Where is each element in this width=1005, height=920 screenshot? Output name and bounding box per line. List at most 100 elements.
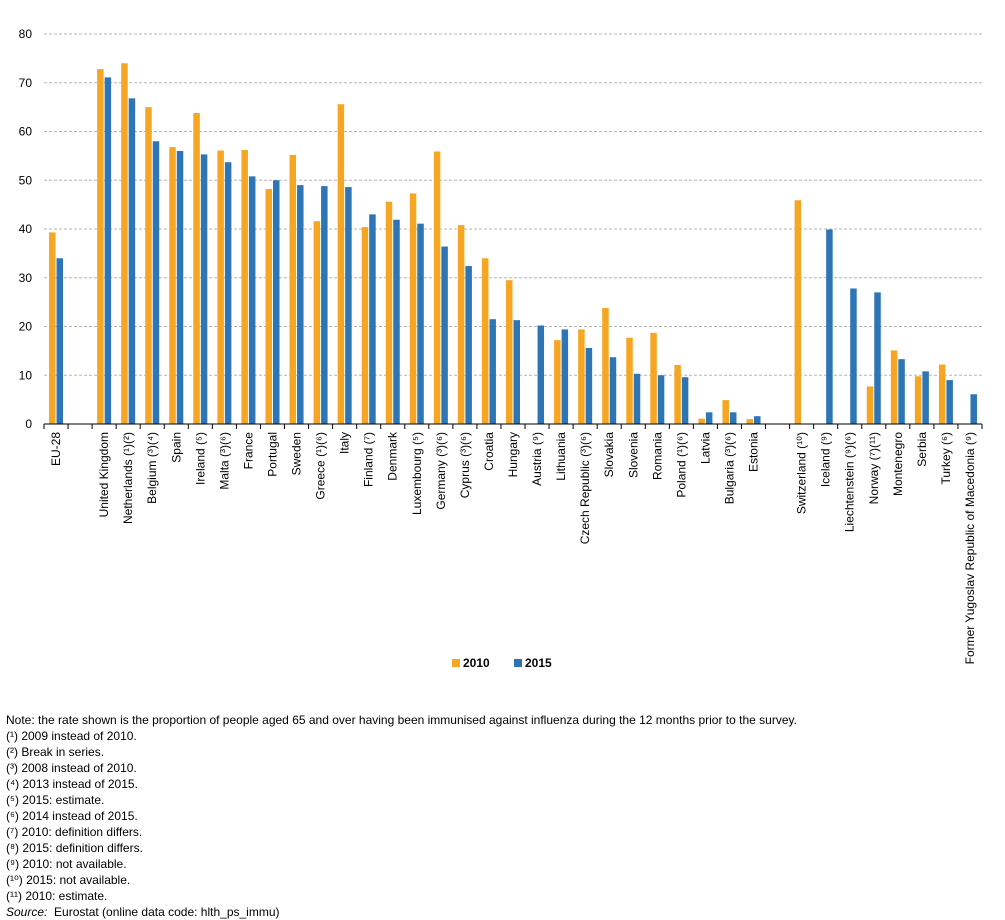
bar-2010 bbox=[313, 221, 321, 424]
x-tick-label: Switzerland (¹⁰) bbox=[795, 432, 809, 514]
bar-2015 bbox=[128, 98, 136, 424]
bar-2015 bbox=[345, 187, 352, 424]
bar-2015 bbox=[609, 357, 617, 424]
x-tick-label: Czech Republic (³)(⁶) bbox=[578, 432, 592, 544]
source-text: Eurostat (online data code: hlth_ps_immu… bbox=[54, 905, 280, 919]
legend-label-2015: 2015 bbox=[525, 656, 552, 670]
source-line: Source: Eurostat (online data code: hlth… bbox=[6, 904, 797, 920]
bar-2010 bbox=[698, 418, 705, 424]
bar-2010 bbox=[193, 112, 200, 424]
bar-2015 bbox=[826, 229, 833, 424]
bar-2015 bbox=[441, 246, 448, 424]
x-tick-label: Turkey (⁶) bbox=[939, 432, 953, 485]
bar-2010 bbox=[938, 364, 946, 424]
footnote-7: (⁷) 2010: definition differs. bbox=[6, 825, 143, 839]
bar-2015 bbox=[513, 320, 520, 424]
bar-2010 bbox=[121, 63, 128, 424]
x-tick-label: Slovenia bbox=[626, 432, 640, 478]
x-tick-label: Austria (⁹) bbox=[530, 432, 544, 486]
bar-2010 bbox=[385, 201, 393, 424]
bar-2010 bbox=[746, 419, 754, 425]
bar-2015 bbox=[104, 77, 112, 424]
bar-2010 bbox=[241, 150, 248, 424]
footnote-3: (³) 2008 instead of 2010. bbox=[6, 761, 137, 775]
chart-bars bbox=[49, 63, 977, 425]
bar-2010 bbox=[97, 69, 104, 424]
bar-2015 bbox=[850, 288, 857, 424]
bar-2015 bbox=[152, 141, 160, 424]
bar-2010 bbox=[506, 280, 513, 424]
bar-2015 bbox=[681, 377, 689, 424]
bar-2015 bbox=[321, 186, 328, 424]
x-tick-label: Belgium (³)(⁴) bbox=[145, 432, 159, 504]
chart-axes: 0 10 20 30 40 50 60 70 80 EU-28 United Kingdom Neth… bbox=[19, 27, 983, 664]
x-tick-label: Netherlands (¹)(²) bbox=[121, 432, 135, 524]
x-tick-label: Germany (³)(⁶) bbox=[434, 432, 448, 510]
x-tick-label: Slovakia bbox=[602, 432, 616, 478]
bar-2010 bbox=[169, 147, 176, 424]
bar-2015 bbox=[248, 176, 256, 424]
y-tick-label: 70 bbox=[19, 76, 33, 90]
x-tick-label: Croatia bbox=[482, 432, 496, 471]
bar-2015 bbox=[874, 292, 881, 425]
bar-2010 bbox=[626, 337, 633, 424]
bar-2015 bbox=[922, 371, 929, 424]
bar-2015 bbox=[585, 347, 593, 424]
bar-2015 bbox=[537, 325, 545, 424]
bar-2015 bbox=[417, 223, 424, 424]
footnote-2: (²) Break in series. bbox=[6, 745, 105, 759]
bar-2010 bbox=[554, 340, 561, 424]
bar-2015 bbox=[465, 266, 472, 424]
bar-2015 bbox=[898, 359, 905, 424]
x-tick-label: Latvia bbox=[698, 432, 712, 464]
footnote-9: (⁹) 2010: not available. bbox=[6, 857, 127, 871]
y-tick-label: 0 bbox=[25, 417, 32, 431]
y-tick-label: 40 bbox=[19, 222, 33, 236]
bar-2010 bbox=[650, 332, 657, 424]
bar-2015 bbox=[970, 394, 977, 424]
bar-2010 bbox=[49, 232, 56, 424]
bar-2010 bbox=[409, 193, 417, 424]
bar-2010 bbox=[337, 104, 345, 424]
bar-2010 bbox=[457, 225, 465, 424]
x-tick-label: Bulgaria (³)(⁶) bbox=[722, 432, 736, 504]
footnote-5: (⁵) 2015: estimate. bbox=[6, 793, 105, 807]
x-tick-label: EU-28 bbox=[49, 432, 63, 466]
x-tick-label: Greece (¹)(⁶) bbox=[314, 432, 328, 500]
bar-2015 bbox=[369, 214, 376, 425]
y-tick-label: 10 bbox=[19, 368, 33, 382]
x-tick-label: Malta (³)(⁶) bbox=[217, 432, 231, 490]
x-tick-label: Romania bbox=[650, 432, 664, 480]
legend-swatch-2010 bbox=[452, 659, 460, 667]
y-tick-label: 60 bbox=[19, 125, 33, 139]
bar-2010 bbox=[433, 151, 441, 425]
bar-2010 bbox=[217, 150, 224, 424]
bar-2015 bbox=[56, 258, 64, 424]
chart-legend: 2010 2015 bbox=[452, 656, 552, 670]
legend-swatch-2015 bbox=[514, 659, 522, 667]
x-tick-label: Norway (⁷)(¹¹) bbox=[867, 432, 881, 504]
x-tick-label: Former Yugoslav Republic of Macedonia (⁹… bbox=[963, 432, 977, 664]
x-tick-label: Lithuania bbox=[554, 432, 568, 481]
bar-2015 bbox=[200, 154, 208, 424]
x-tick-label: Liechtenstein (⁹)(⁶) bbox=[843, 432, 857, 532]
bar-2010 bbox=[890, 350, 898, 424]
x-tick-label: Estonia bbox=[747, 432, 761, 472]
bar-2015 bbox=[176, 151, 184, 424]
bar-2010 bbox=[794, 200, 802, 424]
bar-2015 bbox=[729, 412, 737, 424]
x-tick-label: Denmark bbox=[386, 431, 400, 481]
x-tick-label: Serbia bbox=[915, 432, 929, 467]
bar-2015 bbox=[489, 319, 496, 424]
bar-2010 bbox=[674, 365, 681, 424]
bar-2010 bbox=[578, 329, 585, 424]
bar-chart: 0 10 20 30 40 50 60 70 80 EU-28 United Kingdom Neth… bbox=[19, 27, 983, 670]
bar-2015 bbox=[224, 162, 232, 424]
bar-2015 bbox=[754, 416, 761, 424]
x-tick-label: Sweden bbox=[290, 432, 304, 475]
bar-2010 bbox=[602, 307, 609, 424]
x-tick-label: Poland (¹)(⁶) bbox=[674, 432, 688, 498]
x-tick-label: Iceland (⁹) bbox=[819, 432, 833, 487]
footnote-8: (⁸) 2015: definition differs. bbox=[6, 841, 143, 855]
x-tick-label: Finland (⁷) bbox=[362, 432, 376, 487]
